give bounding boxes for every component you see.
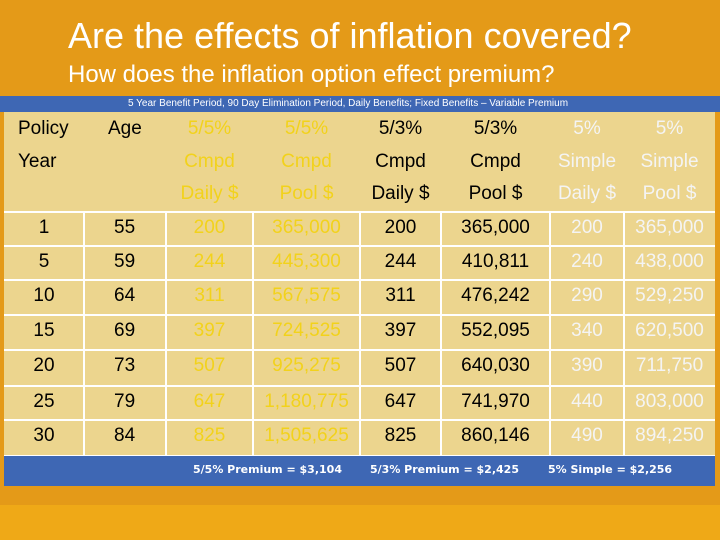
slide-subtitle: How does the inflation option effect pre… [68, 61, 555, 88]
table-cell: 311 [385, 285, 416, 306]
premium-5-simple: 5% Simple = $2,256 [548, 463, 673, 476]
table-cell: 365,000 [635, 217, 704, 238]
table-cell: 365,000 [461, 217, 530, 238]
table-cell: 507 [384, 355, 417, 376]
table-cell: 200 [571, 217, 603, 238]
column-header: Simple [557, 151, 617, 172]
table-cell: 825 [384, 425, 417, 446]
table-cell: 200 [193, 217, 226, 238]
table-cell: 925,275 [272, 355, 341, 376]
table-cell: 244 [193, 251, 226, 272]
note-strip [0, 96, 720, 112]
column-divider [165, 212, 167, 456]
table-cell: 290 [571, 285, 603, 306]
table-cell: 5 [38, 251, 50, 272]
table-cell: 410,811 [461, 251, 530, 272]
column-header: 5/3% [378, 118, 423, 139]
table-cell: 397 [384, 320, 417, 341]
benefit-note: 5 Year Benefit Period, 90 Day Eliminatio… [128, 98, 569, 109]
table-cell: 25 [33, 391, 55, 412]
column-header: Year [18, 151, 57, 172]
table-cell: 860,146 [461, 425, 530, 446]
table-cell: 490 [571, 425, 603, 446]
table-cell: 73 [114, 355, 136, 376]
table-cell: 79 [114, 391, 136, 412]
table-cell: 507 [193, 355, 226, 376]
column-header: Pool $ [468, 183, 523, 204]
table-cell: 440 [571, 391, 603, 412]
table-cell: 647 [193, 391, 226, 412]
table-cell: 84 [114, 425, 136, 446]
table-cell: 64 [114, 285, 136, 306]
column-header: 5% [655, 118, 684, 139]
table-cell: 438,000 [635, 251, 704, 272]
table-cell: 1,505,625 [264, 425, 349, 446]
column-divider [83, 212, 85, 456]
column-divider [252, 212, 254, 456]
column-header: Daily $ [371, 183, 430, 204]
column-header: Daily $ [180, 183, 239, 204]
table-cell: 69 [114, 320, 136, 341]
column-header: Simple [640, 151, 699, 172]
column-header: 5/5% [284, 118, 329, 139]
table-cell: 825 [193, 425, 226, 446]
table-cell: 620,500 [635, 320, 704, 341]
table-cell: 724,525 [272, 320, 341, 341]
table-cell: 741,970 [461, 391, 530, 412]
table-cell: 1,180,775 [264, 391, 349, 412]
table-cell: 640,030 [461, 355, 530, 376]
table-cell: 397 [193, 320, 226, 341]
column-header: Pool $ [279, 183, 334, 204]
table-cell: 240 [571, 251, 603, 272]
table-cell: 15 [33, 320, 55, 341]
table-cell: 567,575 [272, 285, 341, 306]
table-cell: 445,300 [272, 251, 341, 272]
table-cell: 59 [114, 251, 136, 272]
premium-footer [4, 456, 715, 486]
bottom-band [0, 505, 720, 540]
table-cell: 803,000 [635, 391, 704, 412]
table-cell: 711,750 [635, 355, 704, 376]
table-cell: 244 [384, 251, 417, 272]
column-divider [359, 212, 361, 456]
column-header: 5% [573, 118, 601, 139]
table-cell: 311 [194, 285, 225, 306]
column-header: 5/3% [473, 118, 518, 139]
table-cell: 552,095 [461, 320, 530, 341]
table-cell: 10 [33, 285, 55, 306]
column-header: Cmpd [375, 151, 426, 172]
table-cell: 390 [571, 355, 603, 376]
column-divider [549, 212, 551, 456]
slide-title: Are the effects of inflation covered? [68, 15, 632, 56]
table-cell: 529,250 [635, 285, 704, 306]
table-cell: 894,250 [635, 425, 704, 446]
premium-5-3-compound: 5/3% Premium = $2,425 [370, 463, 519, 476]
column-header: Daily $ [557, 183, 617, 204]
column-header: Cmpd [184, 151, 235, 172]
table-cell: 647 [384, 391, 417, 412]
column-header: 5/5% [187, 118, 232, 139]
column-header: Pool $ [642, 183, 697, 204]
table-cell: 1 [38, 217, 50, 238]
table-cell: 340 [571, 320, 603, 341]
column-header: Policy [18, 118, 69, 139]
table-cell: 476,242 [461, 285, 530, 306]
table-cell: 200 [384, 217, 417, 238]
table-cell: 55 [114, 217, 136, 238]
table-cell: 20 [33, 355, 55, 376]
column-divider [623, 212, 625, 456]
column-header: Cmpd [281, 151, 332, 172]
premium-5-5-compound: 5/5% Premium = $3,104 [193, 463, 342, 476]
table-cell: 365,000 [272, 217, 341, 238]
column-header: Cmpd [470, 151, 521, 172]
table-cell: 30 [33, 425, 55, 446]
column-divider [440, 212, 442, 456]
column-header: Age [108, 118, 142, 139]
